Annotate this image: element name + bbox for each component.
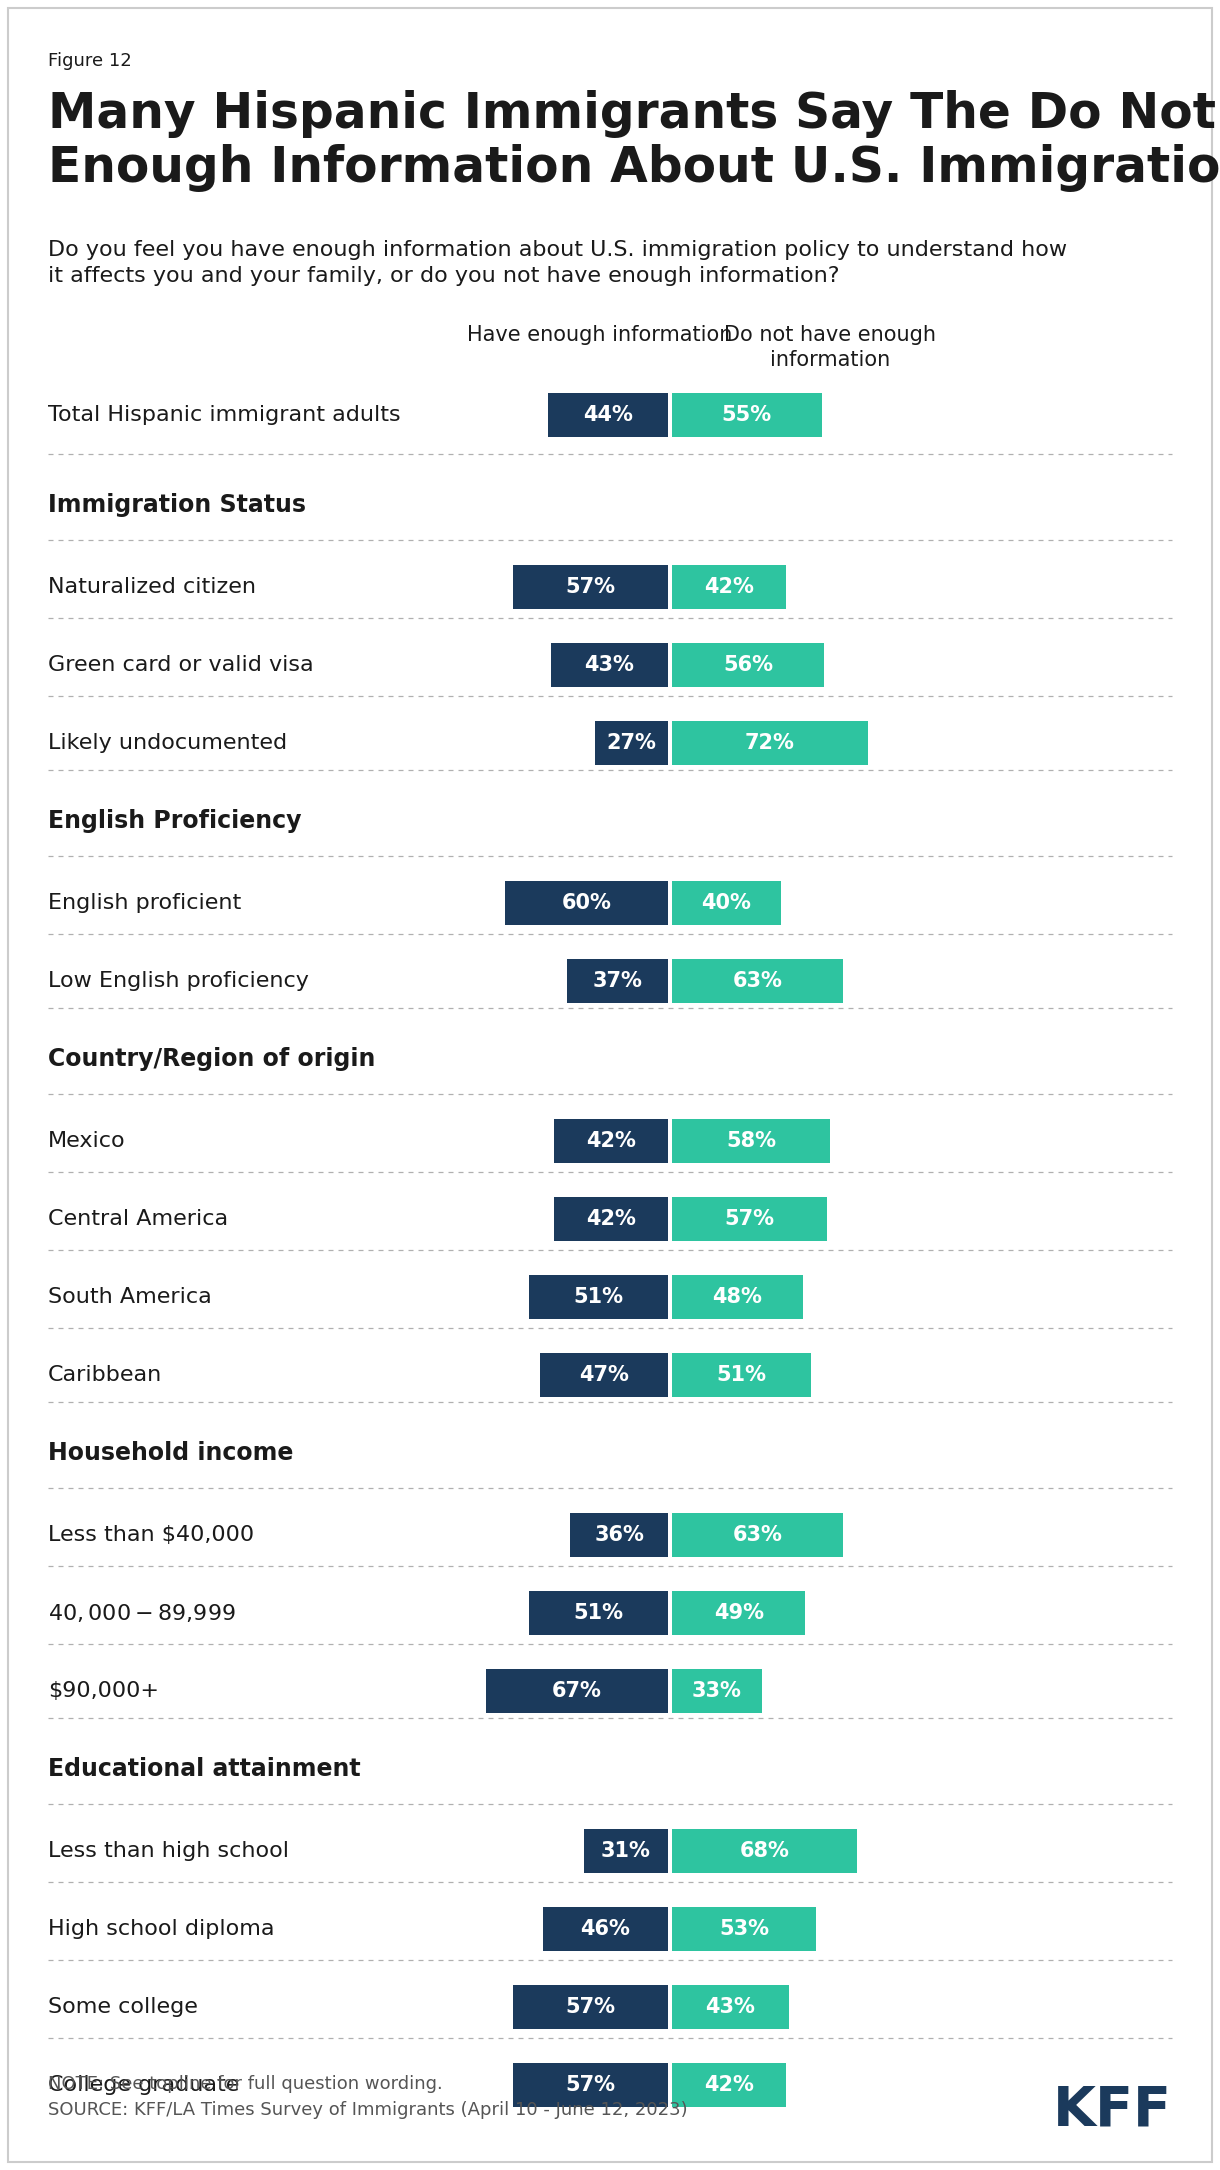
Text: Less than $40,000: Less than $40,000 bbox=[48, 1526, 254, 1545]
Text: 37%: 37% bbox=[593, 970, 643, 992]
Bar bbox=[554, 1120, 669, 1163]
Text: 72%: 72% bbox=[745, 733, 795, 753]
Text: Figure 12: Figure 12 bbox=[48, 52, 132, 69]
Text: 51%: 51% bbox=[573, 1287, 623, 1306]
Bar bbox=[554, 1198, 669, 1241]
Text: 67%: 67% bbox=[551, 1682, 601, 1701]
Text: 60%: 60% bbox=[561, 894, 611, 914]
Text: 51%: 51% bbox=[573, 1604, 623, 1623]
Bar bbox=[672, 1907, 816, 1951]
Bar bbox=[540, 1354, 669, 1397]
Bar bbox=[548, 393, 669, 436]
Bar bbox=[512, 2064, 669, 2107]
Bar bbox=[529, 1276, 669, 1319]
Bar bbox=[672, 642, 825, 688]
Bar bbox=[672, 1276, 803, 1319]
Bar bbox=[672, 1120, 830, 1163]
Text: 53%: 53% bbox=[719, 1918, 769, 1940]
Bar bbox=[505, 881, 669, 924]
Bar bbox=[529, 1591, 669, 1634]
Bar bbox=[672, 1986, 789, 2029]
Text: KFF: KFF bbox=[1053, 2083, 1172, 2137]
Text: 63%: 63% bbox=[733, 970, 782, 992]
Text: Have enough information: Have enough information bbox=[467, 326, 733, 345]
Text: 42%: 42% bbox=[586, 1131, 636, 1150]
Text: 57%: 57% bbox=[566, 577, 615, 597]
Text: 43%: 43% bbox=[705, 1996, 755, 2016]
Text: 31%: 31% bbox=[601, 1840, 650, 1862]
Text: 56%: 56% bbox=[723, 655, 773, 675]
Bar bbox=[672, 1198, 827, 1241]
Text: 57%: 57% bbox=[566, 2075, 615, 2094]
Text: English proficient: English proficient bbox=[48, 894, 242, 914]
Bar bbox=[594, 720, 669, 766]
Text: 47%: 47% bbox=[580, 1365, 630, 1384]
Text: 43%: 43% bbox=[584, 655, 634, 675]
Bar bbox=[512, 1986, 669, 2029]
Text: 42%: 42% bbox=[704, 2075, 754, 2094]
Text: Do not have enough
information: Do not have enough information bbox=[723, 326, 936, 369]
Text: Some college: Some college bbox=[48, 1996, 198, 2016]
Text: $40,000-$89,999: $40,000-$89,999 bbox=[48, 1601, 235, 1623]
Text: College graduate: College graduate bbox=[48, 2075, 239, 2094]
Bar bbox=[486, 1669, 669, 1712]
Text: High school diploma: High school diploma bbox=[48, 1918, 274, 1940]
Bar bbox=[543, 1907, 669, 1951]
Text: 58%: 58% bbox=[726, 1131, 776, 1150]
Text: Do you feel you have enough information about U.S. immigration policy to underst: Do you feel you have enough information … bbox=[48, 241, 1068, 286]
Text: 49%: 49% bbox=[714, 1604, 764, 1623]
Bar bbox=[551, 642, 669, 688]
Text: English Proficiency: English Proficiency bbox=[48, 809, 301, 833]
Bar bbox=[672, 881, 781, 924]
Bar bbox=[672, 1669, 761, 1712]
Text: Naturalized citizen: Naturalized citizen bbox=[48, 577, 256, 597]
Bar bbox=[672, 1354, 811, 1397]
Text: 33%: 33% bbox=[692, 1682, 742, 1701]
Text: Household income: Household income bbox=[48, 1441, 293, 1465]
Text: $90,000+: $90,000+ bbox=[48, 1682, 159, 1701]
Text: 57%: 57% bbox=[566, 1996, 615, 2016]
Text: Many Hispanic Immigrants Say The Do Not Have
Enough Information About U.S. Immig: Many Hispanic Immigrants Say The Do Not … bbox=[48, 89, 1220, 191]
Text: Country/Region of origin: Country/Region of origin bbox=[48, 1046, 376, 1072]
Text: 46%: 46% bbox=[581, 1918, 631, 1940]
Text: Less than high school: Less than high school bbox=[48, 1840, 289, 1862]
Text: Caribbean: Caribbean bbox=[48, 1365, 162, 1384]
Bar bbox=[583, 1829, 669, 1873]
Bar bbox=[672, 1591, 805, 1634]
Bar bbox=[672, 393, 821, 436]
Text: 57%: 57% bbox=[725, 1209, 775, 1228]
Text: Total Hispanic immigrant adults: Total Hispanic immigrant adults bbox=[48, 406, 400, 425]
Text: NOTE: See topline for full question wording.
SOURCE: KFF/LA Times Survey of Immi: NOTE: See topline for full question word… bbox=[48, 2075, 688, 2120]
Text: 63%: 63% bbox=[733, 1526, 782, 1545]
Text: 42%: 42% bbox=[704, 577, 754, 597]
Text: 36%: 36% bbox=[594, 1526, 644, 1545]
Text: Green card or valid visa: Green card or valid visa bbox=[48, 655, 314, 675]
Text: 51%: 51% bbox=[716, 1365, 766, 1384]
Bar bbox=[672, 1512, 843, 1558]
Text: Low English proficiency: Low English proficiency bbox=[48, 970, 309, 992]
Text: Likely undocumented: Likely undocumented bbox=[48, 733, 287, 753]
Text: 55%: 55% bbox=[722, 406, 772, 425]
Bar bbox=[512, 564, 669, 610]
Text: Immigration Status: Immigration Status bbox=[48, 493, 306, 516]
Text: Mexico: Mexico bbox=[48, 1131, 126, 1150]
Text: South America: South America bbox=[48, 1287, 212, 1306]
Text: 42%: 42% bbox=[586, 1209, 636, 1228]
Bar bbox=[672, 564, 786, 610]
Bar bbox=[672, 959, 843, 1003]
Text: Educational attainment: Educational attainment bbox=[48, 1758, 361, 1782]
Text: 48%: 48% bbox=[712, 1287, 762, 1306]
Bar bbox=[672, 2064, 786, 2107]
Bar bbox=[672, 1829, 856, 1873]
Bar bbox=[567, 959, 669, 1003]
Text: 27%: 27% bbox=[606, 733, 656, 753]
Bar bbox=[672, 720, 867, 766]
Text: 40%: 40% bbox=[702, 894, 752, 914]
Text: Central America: Central America bbox=[48, 1209, 228, 1228]
Bar bbox=[570, 1512, 669, 1558]
Text: 44%: 44% bbox=[583, 406, 633, 425]
Text: 68%: 68% bbox=[739, 1840, 789, 1862]
